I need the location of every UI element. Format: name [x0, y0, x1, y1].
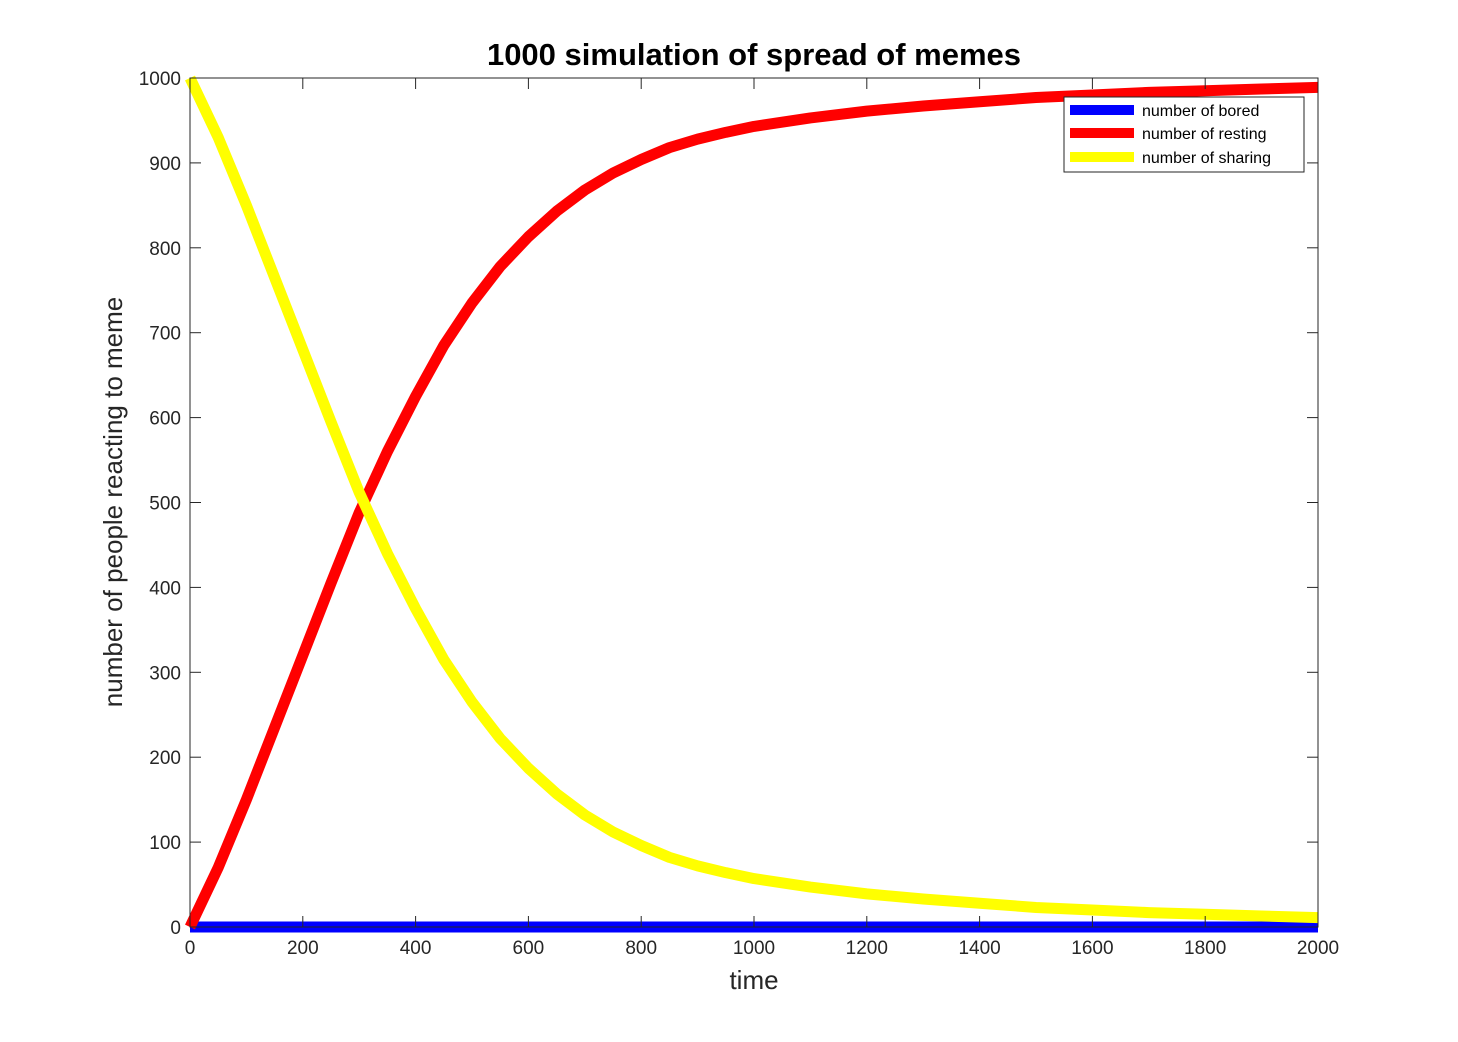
series-line-sharing [185, 75, 1319, 924]
y-tick-label: 200 [149, 748, 181, 769]
x-tick-label: 1200 [846, 938, 888, 959]
x-tick-label: 0 [185, 938, 196, 959]
y-tick-label: 300 [149, 663, 181, 684]
x-tick-label: 400 [400, 938, 432, 959]
y-tick-label: 500 [149, 494, 181, 515]
y-axis: 0 100 200 300 400 500 600 700 800 900 1000 [139, 69, 1318, 939]
y-tick-label: 400 [149, 578, 181, 599]
legend: number of bored number of resting number… [1063, 96, 1305, 173]
y-tick-label: 900 [149, 154, 181, 175]
legend-label-resting: number of resting [1142, 126, 1267, 143]
x-tick-label: 600 [513, 938, 545, 959]
y-tick-label: 0 [170, 918, 181, 939]
x-tick-label: 1800 [1184, 938, 1226, 959]
plot-area [190, 78, 1318, 927]
x-axis-label: time [729, 965, 778, 995]
x-tick-label: 1600 [1071, 938, 1113, 959]
x-tick-label: 800 [625, 938, 657, 959]
y-tick-label: 100 [149, 833, 181, 854]
x-tick-label: 1400 [958, 938, 1000, 959]
x-tick-label: 1000 [733, 938, 775, 959]
y-axis-label: number of people reacting to meme [98, 297, 128, 707]
y-tick-label: 600 [149, 409, 181, 430]
legend-label-sharing: number of sharing [1142, 150, 1271, 167]
y-tick-label: 800 [149, 239, 181, 260]
chart-title: 1000 simulation of spread of memes [487, 37, 1021, 72]
series-line-resting [185, 81, 1319, 930]
x-axis: 0 200 400 600 800 1000 1200 1400 1600 1800 2000 [185, 78, 1339, 959]
x-tick-label: 2000 [1297, 938, 1339, 959]
legend-label-bored: number of bored [1142, 103, 1259, 120]
y-tick-label: 1000 [139, 69, 181, 90]
y-tick-label: 700 [149, 324, 181, 345]
x-tick-label: 200 [287, 938, 319, 959]
